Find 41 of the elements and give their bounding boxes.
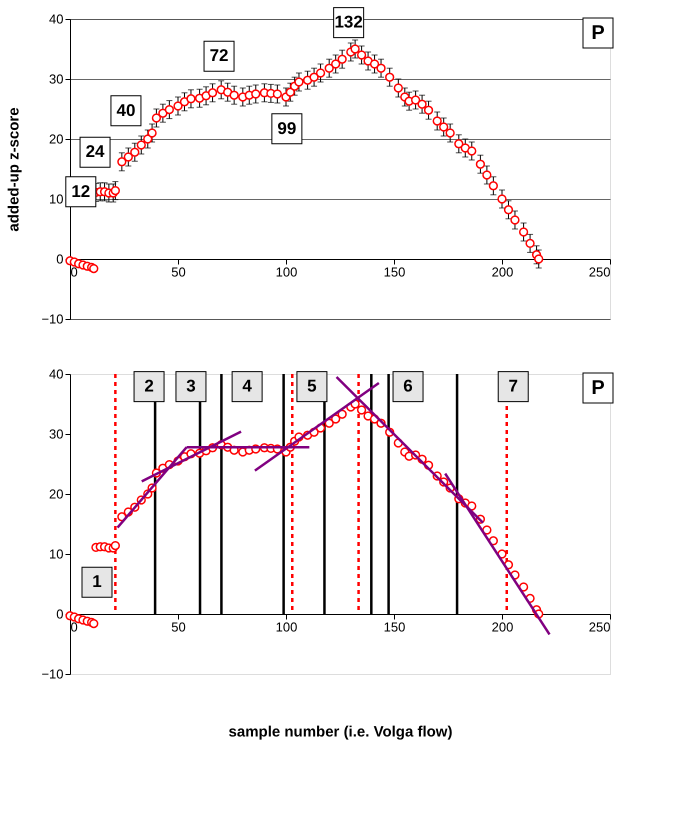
x-tick-label: 200 — [492, 620, 514, 634]
x-tick-label: 150 — [384, 620, 406, 634]
y-tick-label: −10 — [41, 312, 64, 326]
x-tick-label: 0 — [70, 264, 78, 280]
x-tick-label: 50 — [171, 620, 186, 634]
annotation: 40 — [116, 100, 136, 120]
annotation: 7 — [508, 376, 518, 396]
annotation: 3 — [186, 376, 196, 396]
y-tick-label: 30 — [49, 426, 64, 442]
annotation: 99 — [277, 118, 296, 138]
y-tick-label: 40 — [49, 12, 64, 26]
annotation: 132 — [334, 12, 363, 32]
x-tick-label: 100 — [276, 620, 298, 634]
x-tick-label: 0 — [70, 620, 78, 634]
annotation: 4 — [242, 376, 252, 396]
y-tick-label: 0 — [56, 606, 64, 622]
annotation: 1 — [92, 572, 102, 592]
y-tick-label: 10 — [49, 192, 64, 206]
x-tick-label: 250 — [588, 620, 610, 634]
x-axis-title: sample number (i.e. Volga flow) — [228, 724, 452, 740]
annotation: 6 — [403, 376, 413, 396]
y-tick-label: 30 — [49, 72, 64, 86]
y-tick-label: −10 — [41, 666, 64, 682]
x-tick-label: 250 — [588, 264, 610, 280]
annotation: 2 — [144, 376, 154, 396]
annotation: P — [591, 377, 605, 399]
annotation: 72 — [210, 46, 228, 66]
annotation: P — [591, 22, 605, 44]
y-tick-label: 20 — [49, 132, 64, 146]
y-axis-title: added-up z-score — [5, 107, 22, 232]
y-tick-label: 0 — [56, 252, 64, 266]
x-tick-label: 200 — [492, 264, 514, 280]
y-tick-label: 20 — [49, 486, 64, 502]
annotation: 5 — [307, 376, 317, 396]
x-tick-label: 100 — [276, 264, 298, 280]
annotation: 12 — [71, 182, 90, 201]
y-tick-label: 10 — [49, 546, 64, 562]
x-tick-label: 150 — [384, 264, 406, 280]
x-tick-label: 50 — [171, 264, 186, 280]
y-tick-label: 40 — [49, 366, 64, 382]
annotation: 24 — [86, 142, 106, 162]
